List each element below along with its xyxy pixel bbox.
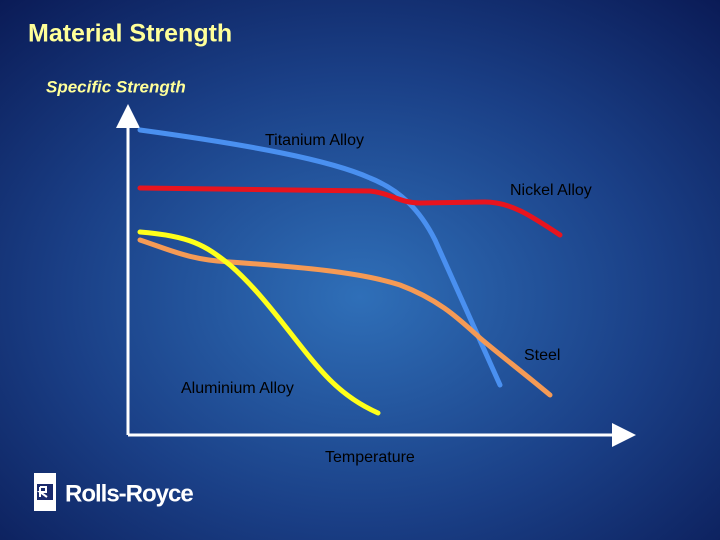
logo-text: Rolls-Royce xyxy=(65,480,193,507)
logo-badge xyxy=(34,473,56,511)
steel-curve xyxy=(137,237,553,398)
aluminium-curve xyxy=(137,229,381,416)
curve-label: Titanium Alloy xyxy=(265,132,364,149)
titanium-curve xyxy=(137,127,503,388)
curve-label: Steel xyxy=(524,347,560,364)
y-axis-label: Specific Strength xyxy=(46,77,186,96)
curve-label: Aluminium Alloy xyxy=(181,380,294,397)
curve-label: Nickel Alloy xyxy=(510,182,592,199)
nickel-curve xyxy=(137,185,563,238)
title: Material Strength xyxy=(28,20,232,48)
x-axis-label: Temperature xyxy=(325,449,415,466)
